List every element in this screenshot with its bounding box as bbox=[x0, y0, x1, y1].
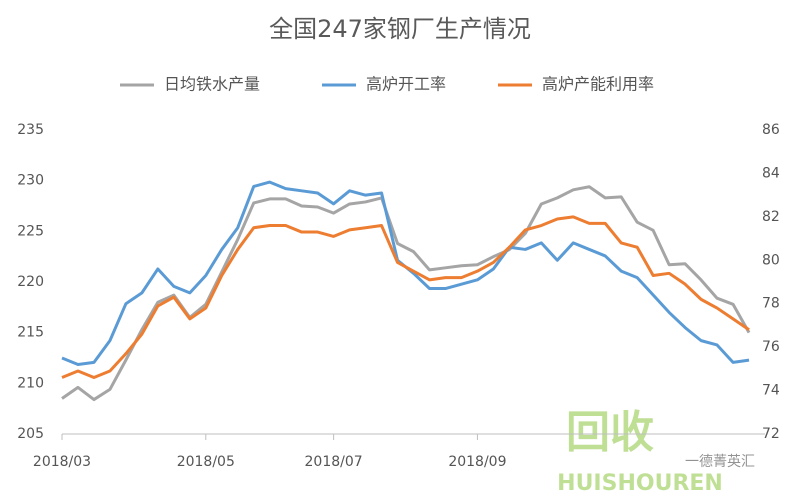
series-line bbox=[61, 180, 750, 367]
legend-label: 高炉开工率 bbox=[366, 75, 446, 94]
y-tick-label: 220 bbox=[17, 274, 44, 290]
chart-title: 全国247家钢厂生产情况 bbox=[269, 15, 531, 43]
y-tick-label: 215 bbox=[17, 325, 44, 341]
x-tick-label: 2018/05 bbox=[177, 454, 235, 470]
x-tick-label: 2018/03 bbox=[33, 454, 91, 470]
x-tick-label: 2018/07 bbox=[305, 454, 363, 470]
y-tick-label: 230 bbox=[17, 173, 44, 189]
y-tick-label: 235 bbox=[17, 122, 44, 138]
y2-tick-label: 84 bbox=[762, 165, 780, 181]
y2-tick-label: 78 bbox=[762, 296, 780, 312]
watermark-brand: HUISHOUREN bbox=[557, 471, 723, 496]
y2-tick-label: 76 bbox=[762, 339, 780, 355]
y2-tick-label: 74 bbox=[762, 383, 780, 399]
x-tick-label: 2018/09 bbox=[448, 454, 506, 470]
legend-label: 日均铁水产量 bbox=[164, 75, 260, 94]
y2-tick-label: 80 bbox=[762, 252, 780, 268]
y2-tick-label: 86 bbox=[762, 122, 780, 138]
watermark-source: 一德菁英汇 bbox=[685, 453, 755, 470]
y-tick-label: 225 bbox=[17, 223, 44, 239]
y-tick-label: 205 bbox=[17, 426, 44, 442]
series-line bbox=[61, 185, 751, 402]
watermark-logo: 回收 bbox=[566, 407, 654, 458]
legend-label: 高炉产能利用率 bbox=[542, 75, 654, 94]
y2-tick-label: 82 bbox=[762, 209, 780, 225]
y-tick-label: 210 bbox=[17, 375, 44, 391]
series-line bbox=[61, 215, 750, 380]
y2-tick-label: 72 bbox=[762, 426, 780, 442]
